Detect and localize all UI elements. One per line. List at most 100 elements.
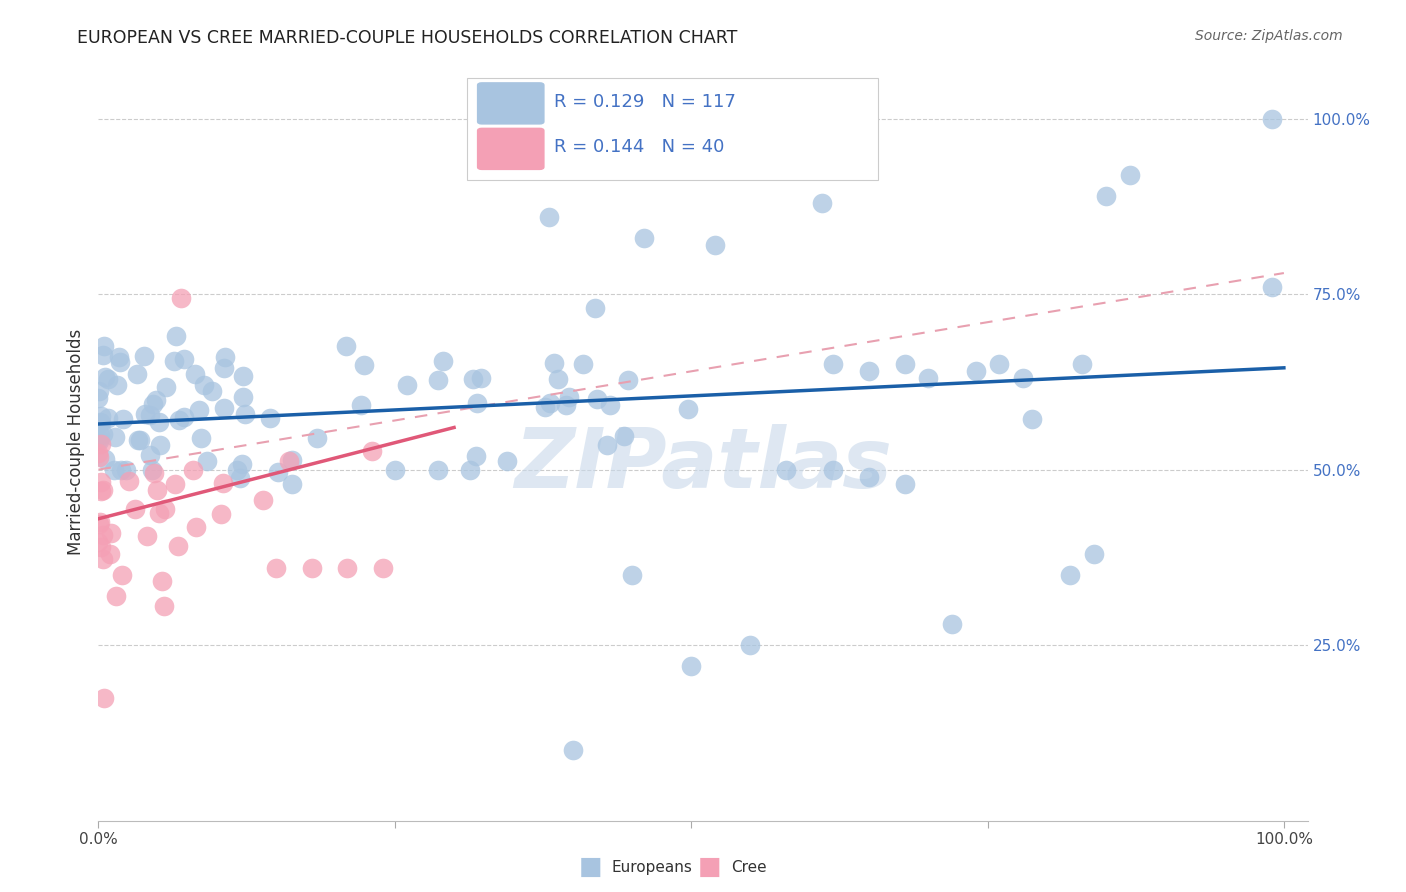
Point <box>426 373 449 387</box>
Point <box>141 462 163 476</box>
Point <box>149 437 172 451</box>
Point <box>620 568 643 582</box>
Point <box>259 411 281 425</box>
Point <box>917 371 939 385</box>
Point <box>231 458 253 472</box>
Point <box>965 364 987 378</box>
Point <box>93 690 115 705</box>
Text: ■: ■ <box>699 855 721 879</box>
Point <box>1071 357 1094 371</box>
Point <box>184 368 207 382</box>
Point <box>89 416 111 430</box>
Point <box>212 360 235 375</box>
Point <box>90 416 112 430</box>
Text: ■: ■ <box>579 855 602 879</box>
Point <box>547 372 569 386</box>
Point <box>561 743 583 757</box>
Point <box>167 539 190 553</box>
Y-axis label: Married-couple Households: Married-couple Households <box>66 328 84 555</box>
Point <box>226 462 249 476</box>
Point <box>858 469 880 483</box>
Point <box>115 462 138 476</box>
Point <box>90 437 112 451</box>
Point <box>169 413 191 427</box>
Point <box>572 357 595 371</box>
Point <box>105 589 128 603</box>
Point <box>97 372 120 386</box>
Point <box>87 392 110 406</box>
Point <box>173 410 195 425</box>
Point <box>100 526 122 541</box>
Point <box>118 474 141 488</box>
Point <box>165 329 187 343</box>
Point <box>893 357 915 371</box>
Point <box>87 446 110 460</box>
Point <box>613 429 636 443</box>
Point <box>212 401 235 416</box>
Point <box>108 351 131 365</box>
Point <box>264 561 287 575</box>
Text: R = 0.129   N = 117: R = 0.129 N = 117 <box>554 93 737 111</box>
Text: ZIPatlas: ZIPatlas <box>515 424 891 505</box>
Text: Europeans: Europeans <box>612 860 693 874</box>
Point <box>1261 112 1284 126</box>
Point <box>266 465 288 479</box>
Point <box>93 451 115 466</box>
Point <box>97 410 120 425</box>
Point <box>181 462 204 476</box>
Point <box>94 370 117 384</box>
Point <box>1083 547 1105 561</box>
Point <box>87 535 110 549</box>
Point <box>127 433 149 447</box>
Point <box>90 541 112 555</box>
Point <box>148 415 170 429</box>
Point <box>91 551 114 566</box>
Point <box>858 364 880 378</box>
Point <box>554 397 576 411</box>
Point <box>186 519 208 533</box>
Point <box>232 368 254 383</box>
Point <box>103 462 125 476</box>
Point <box>384 462 406 476</box>
Point <box>278 453 301 467</box>
Point <box>155 501 177 516</box>
Point <box>127 367 149 381</box>
Point <box>87 384 110 399</box>
Point <box>195 454 218 468</box>
Point <box>108 355 131 369</box>
Point <box>89 434 111 448</box>
Point <box>190 430 212 444</box>
Point <box>538 396 561 410</box>
Point <box>211 507 233 521</box>
Point <box>252 492 274 507</box>
Point <box>89 427 111 442</box>
Point <box>703 238 725 252</box>
Text: Source: ZipAtlas.com: Source: ZipAtlas.com <box>1195 29 1343 43</box>
Point <box>426 463 449 477</box>
Point <box>353 358 375 372</box>
Point <box>98 547 121 561</box>
Point <box>1059 568 1081 582</box>
Point <box>170 291 193 305</box>
Point <box>152 599 174 613</box>
Point <box>458 462 481 476</box>
Point <box>90 475 112 489</box>
Point <box>148 506 170 520</box>
Point <box>90 484 112 499</box>
Point <box>173 351 195 366</box>
Point <box>214 350 236 364</box>
Point <box>93 339 115 353</box>
Point <box>465 395 488 409</box>
Point <box>111 568 134 582</box>
Point <box>112 411 135 425</box>
Point <box>91 427 114 442</box>
Point <box>150 574 173 589</box>
Point <box>87 432 110 446</box>
Point <box>583 301 606 315</box>
Point <box>941 617 963 632</box>
Point <box>1119 168 1142 182</box>
Point <box>596 438 619 452</box>
Point <box>104 430 127 444</box>
Point <box>558 390 581 404</box>
Text: Cree: Cree <box>731 860 766 874</box>
